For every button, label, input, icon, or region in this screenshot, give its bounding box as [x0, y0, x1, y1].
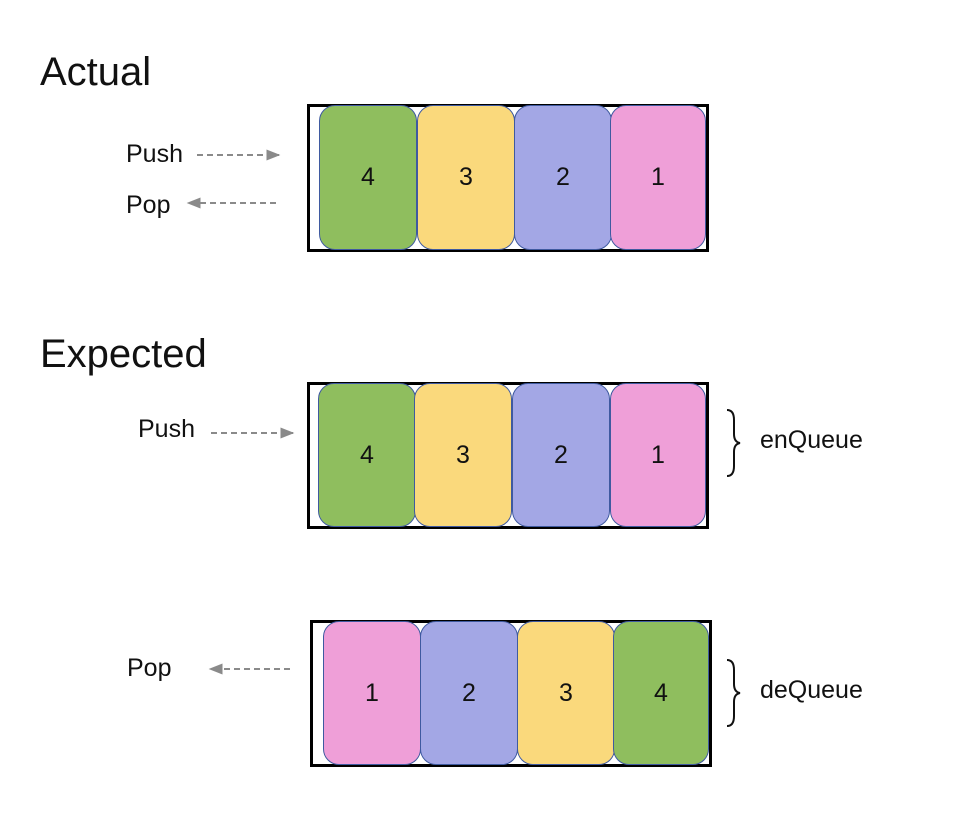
dequeue-pop-label: Pop	[127, 654, 172, 682]
enqueue-push-label: Push	[138, 415, 195, 443]
enqueue-label: enQueue	[760, 426, 863, 454]
expected-title: Expected	[40, 332, 207, 376]
enqueue-cell: 4	[318, 383, 416, 527]
dequeue-cell: 3	[517, 621, 615, 765]
cell-value: 1	[365, 678, 379, 707]
cell-value: 1	[651, 163, 665, 191]
actual-title: Actual	[40, 50, 152, 94]
dequeue-cell: 2	[420, 621, 518, 765]
dequeue-stack-container	[310, 620, 712, 767]
cell-value: 4	[654, 678, 668, 707]
cell-value: 2	[462, 678, 476, 707]
cell-value: 3	[459, 163, 473, 191]
cell-value: 1	[651, 440, 665, 469]
cell-value: 2	[554, 440, 568, 469]
enqueue-cell: 1	[610, 383, 706, 527]
dequeue-brace-icon	[726, 659, 741, 727]
actual-push-label: Push	[126, 140, 183, 168]
dequeue-label: deQueue	[760, 676, 863, 704]
cell-value: 4	[361, 163, 375, 191]
enqueue-stack-container	[307, 382, 709, 529]
enqueue-cell: 2	[512, 383, 610, 527]
cell-value: 4	[360, 440, 374, 469]
dequeue-cell: 1	[323, 621, 421, 765]
actual-cell: 1	[610, 105, 706, 250]
actual-stack-container	[307, 104, 709, 252]
enqueue-cell: 3	[414, 383, 512, 527]
enqueue-brace-icon	[726, 409, 741, 477]
dequeue-cell: 4	[613, 621, 709, 765]
actual-cell: 4	[319, 105, 417, 250]
cell-value: 3	[559, 678, 573, 707]
cell-value: 2	[556, 163, 570, 191]
actual-pop-label: Pop	[126, 191, 171, 219]
cell-value: 3	[456, 440, 470, 469]
